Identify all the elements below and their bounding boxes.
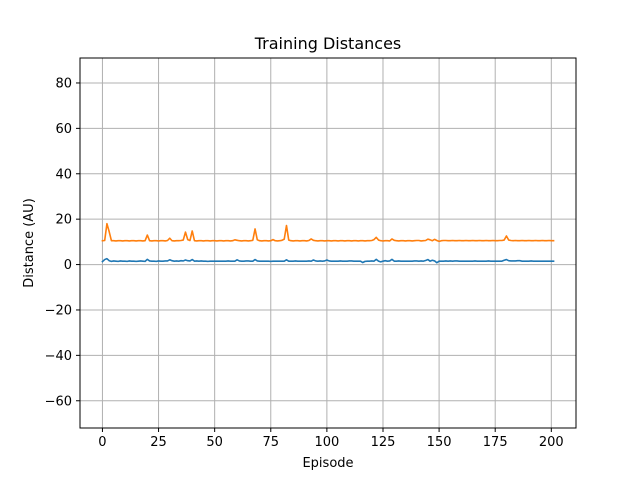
x-tick-label: 25 xyxy=(150,435,167,450)
x-tick-label: 100 xyxy=(314,435,339,450)
x-tick-label: 175 xyxy=(483,435,508,450)
plot-frame xyxy=(79,57,577,429)
x-tick-label: 125 xyxy=(371,435,396,450)
series-group xyxy=(101,222,555,264)
x-tick-label: 75 xyxy=(262,435,279,450)
y-tick-label: −20 xyxy=(45,303,72,318)
series-line-1 xyxy=(101,222,555,243)
chart-title: Training Distances xyxy=(254,34,402,53)
series-line-0 xyxy=(101,257,555,264)
x-tick-label: 150 xyxy=(427,435,452,450)
x-tick-label: 200 xyxy=(539,435,564,450)
grid xyxy=(80,58,576,428)
y-tick-label: 60 xyxy=(55,122,72,137)
y-tick-label: 80 xyxy=(55,76,72,91)
y-axis-label: Distance (AU) xyxy=(22,198,37,288)
y-tick-label: 40 xyxy=(55,167,72,182)
y-tick-label: 20 xyxy=(55,213,72,228)
x-tick-label: 0 xyxy=(98,435,106,450)
x-tick-label: 50 xyxy=(206,435,223,450)
ticks: 0 25 50 75 100 125 150 175 200 −60 −40 −20 0 20 40 60 80 xyxy=(45,76,564,450)
y-tick-label: −40 xyxy=(45,349,72,364)
y-tick-label: 0 xyxy=(64,258,72,273)
y-tick-label: −60 xyxy=(45,394,72,409)
x-axis-label: Episode xyxy=(302,456,353,471)
